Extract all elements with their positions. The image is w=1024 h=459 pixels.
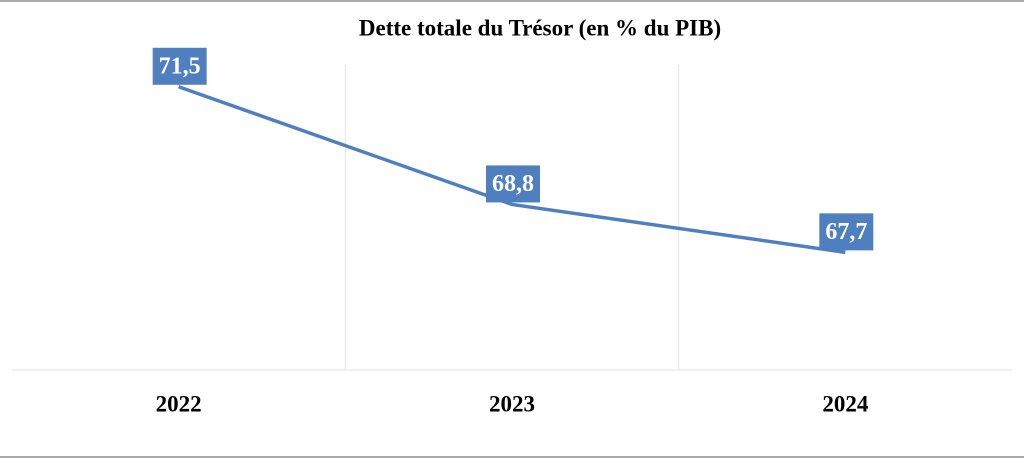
x-tick-label: 2023 [489, 391, 535, 416]
value-label: 71,5 [159, 53, 201, 79]
data-line [178, 85, 846, 255]
chart-title: Dette totale du Trésor (en % du PIB) [359, 15, 721, 40]
x-tick-label: 2022 [156, 391, 202, 416]
value-label: 67,7 [825, 219, 867, 245]
value-label-box [152, 47, 207, 85]
value-label: 68,8 [492, 171, 534, 197]
value-label-box [486, 165, 540, 203]
value-label-box [819, 213, 874, 251]
x-tick-label: 2024 [822, 391, 869, 416]
